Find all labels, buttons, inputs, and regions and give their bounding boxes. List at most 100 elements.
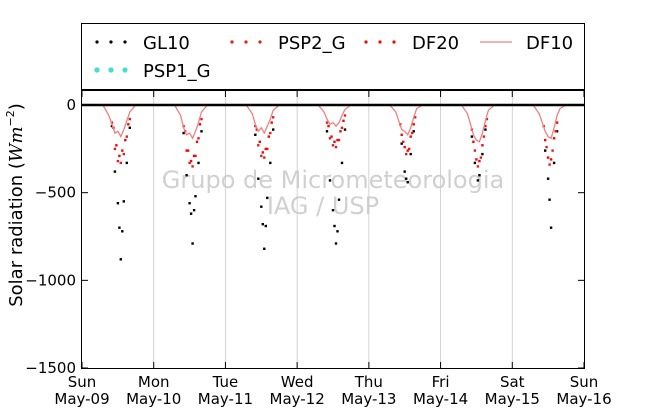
- data-point: [328, 179, 332, 182]
- legend-swatch-dot: [108, 67, 114, 73]
- data-point: [476, 179, 480, 182]
- series-gl10: [110, 124, 559, 261]
- data-point: [261, 223, 264, 226]
- data-point: [333, 224, 336, 228]
- data-point: [121, 149, 124, 152]
- data-point: [400, 142, 403, 145]
- data-point: [481, 144, 484, 147]
- data-point: [552, 161, 556, 165]
- data-point: [113, 147, 117, 151]
- data-point: [555, 130, 559, 133]
- legend-label: DF20: [412, 33, 459, 54]
- data-point: [331, 144, 335, 147]
- data-point: [552, 137, 556, 140]
- data-point: [194, 195, 197, 198]
- data-point: [189, 212, 193, 215]
- data-point: [194, 154, 197, 158]
- data-point: [197, 137, 200, 140]
- data-point: [334, 145, 338, 149]
- data-point: [266, 196, 269, 200]
- data-point: [189, 159, 193, 163]
- x-tick-label-date: May-15: [485, 390, 540, 408]
- x-tick-label-day: Tue: [212, 373, 239, 391]
- data-point: [403, 145, 406, 149]
- data-point: [325, 130, 329, 133]
- data-point: [272, 128, 275, 131]
- data-point: [484, 124, 487, 128]
- data-point: [260, 205, 263, 208]
- data-point: [334, 242, 338, 245]
- legend-item-psp2-g: PSP2_G: [230, 33, 346, 54]
- data-point: [195, 140, 199, 143]
- data-point: [475, 158, 478, 161]
- data-point: [257, 144, 260, 147]
- data-point: [409, 135, 412, 138]
- data-point: [325, 121, 329, 124]
- data-point: [409, 152, 412, 156]
- data-point: [267, 135, 270, 138]
- legend-item-df10: DF10: [480, 33, 573, 54]
- data-point: [551, 149, 554, 152]
- data-point: [200, 130, 203, 133]
- data-point: [402, 140, 405, 143]
- legend-swatch-dot: [95, 40, 99, 44]
- data-point: [191, 242, 194, 245]
- legend-label: GL10: [143, 33, 190, 54]
- data-point: [549, 158, 553, 161]
- data-point: [342, 119, 345, 122]
- data-point: [192, 154, 196, 158]
- x-tick-label-day: Sun: [68, 373, 97, 391]
- y-axis-label-suffix: ): [6, 103, 27, 110]
- data-point: [327, 124, 330, 128]
- legend-swatch-dot: [123, 40, 127, 44]
- legend-box: [81, 23, 585, 90]
- data-point: [261, 151, 264, 154]
- x-tick-label-date: May-14: [413, 390, 468, 408]
- data-point: [412, 123, 415, 126]
- data-point: [485, 117, 489, 121]
- watermark-layer: Grupo de Micrometeorologia IAG / USP: [162, 166, 504, 220]
- data-point: [473, 149, 477, 152]
- data-point: [337, 138, 341, 142]
- legend-swatch-dot: [109, 40, 113, 44]
- data-point: [330, 135, 333, 138]
- series-layer: [82, 104, 584, 261]
- x-tick-label-date: May-16: [556, 390, 611, 408]
- data-point: [328, 137, 332, 140]
- watermark-line-2: IAG / USP: [267, 192, 379, 220]
- data-point: [255, 128, 258, 131]
- data-point: [269, 131, 272, 135]
- data-point: [478, 159, 481, 163]
- data-point: [546, 156, 550, 159]
- data-point: [266, 147, 269, 151]
- x-tick-label-day: Mon: [138, 373, 170, 391]
- grid-layer: [153, 91, 513, 368]
- data-point: [473, 161, 477, 165]
- x-tick-label-day: Thu: [354, 373, 383, 391]
- data-point: [269, 161, 272, 165]
- y-axis-label: Solar radiation (Wm−2): [4, 103, 27, 307]
- legend: GL10 PSP2_G DF20 DF10 PSP1_G: [81, 23, 585, 90]
- data-point: [128, 126, 131, 129]
- data-point: [484, 128, 487, 131]
- data-point: [406, 149, 409, 152]
- data-point: [403, 170, 406, 173]
- legend-label: PSP2_G: [278, 33, 346, 54]
- data-point: [411, 131, 414, 135]
- data-point: [400, 133, 403, 136]
- legend-item-gl10: GL10: [95, 33, 190, 54]
- axis-layer: SunMay-09MonMay-10TueMay-11WedMay-12ThuM…: [25, 91, 612, 408]
- y-tick-label: 0: [66, 96, 76, 114]
- data-point: [263, 247, 266, 250]
- x-tick-label-date: May-09: [54, 390, 109, 408]
- data-point: [545, 145, 548, 149]
- y-axis-label-prefix: Solar radiation (: [6, 162, 27, 307]
- data-point: [482, 135, 486, 138]
- data-point: [272, 116, 275, 119]
- data-point: [200, 117, 203, 121]
- data-point: [116, 202, 120, 205]
- data-point: [113, 170, 117, 173]
- data-point: [116, 159, 120, 163]
- y-tick-label: −1500: [25, 359, 76, 377]
- data-point: [198, 123, 202, 126]
